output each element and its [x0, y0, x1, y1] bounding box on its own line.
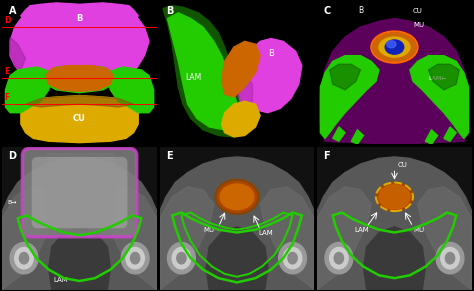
Text: B: B [268, 49, 274, 58]
Polygon shape [103, 187, 157, 290]
Text: LAM: LAM [259, 230, 273, 236]
Ellipse shape [373, 33, 416, 61]
Text: B: B [358, 6, 363, 15]
Polygon shape [329, 64, 361, 90]
Text: LAM: LAM [186, 73, 202, 82]
Ellipse shape [376, 182, 413, 211]
Polygon shape [6, 67, 52, 110]
Text: A: A [9, 6, 16, 16]
Text: LAM: LAM [354, 228, 369, 233]
Ellipse shape [130, 253, 140, 264]
Ellipse shape [334, 253, 344, 264]
Polygon shape [2, 157, 157, 290]
Polygon shape [351, 130, 364, 144]
Polygon shape [21, 95, 138, 143]
Ellipse shape [172, 247, 191, 269]
Ellipse shape [126, 247, 145, 269]
Polygon shape [160, 157, 314, 290]
Ellipse shape [10, 242, 38, 274]
Bar [46, 153, 113, 227]
Ellipse shape [441, 247, 459, 269]
Polygon shape [46, 66, 113, 91]
Ellipse shape [220, 184, 254, 210]
Polygon shape [320, 19, 468, 144]
Polygon shape [49, 227, 110, 290]
Polygon shape [364, 227, 425, 290]
Polygon shape [425, 130, 438, 144]
Text: B: B [76, 14, 83, 23]
Polygon shape [2, 187, 56, 290]
Polygon shape [333, 127, 345, 141]
Polygon shape [221, 41, 260, 97]
Polygon shape [10, 3, 149, 83]
Ellipse shape [121, 242, 149, 274]
FancyBboxPatch shape [22, 148, 137, 237]
Text: E: E [166, 151, 173, 161]
Text: LAM←: LAM← [428, 76, 447, 81]
Text: MU: MU [59, 70, 70, 76]
Text: B→: B→ [7, 200, 17, 205]
Ellipse shape [217, 181, 257, 212]
FancyBboxPatch shape [32, 157, 128, 228]
Text: MU: MU [413, 22, 424, 28]
Text: LAM: LAM [54, 277, 68, 283]
Text: D: D [4, 16, 10, 25]
Text: CU: CU [413, 8, 423, 14]
Text: F: F [323, 151, 330, 161]
Ellipse shape [379, 37, 410, 57]
Polygon shape [428, 64, 459, 90]
Ellipse shape [177, 253, 186, 264]
Ellipse shape [329, 247, 348, 269]
Text: MU: MU [413, 228, 424, 233]
Polygon shape [317, 157, 472, 290]
Ellipse shape [283, 247, 302, 269]
Polygon shape [221, 101, 260, 137]
Ellipse shape [325, 242, 353, 274]
Polygon shape [6, 93, 30, 113]
Text: C: C [323, 6, 331, 16]
Polygon shape [410, 56, 468, 138]
Text: E: E [4, 67, 9, 76]
Polygon shape [260, 187, 314, 290]
Polygon shape [237, 38, 302, 113]
Polygon shape [317, 187, 371, 290]
Ellipse shape [288, 253, 297, 264]
Ellipse shape [167, 242, 195, 274]
Ellipse shape [446, 253, 455, 264]
Polygon shape [320, 19, 468, 144]
Polygon shape [418, 187, 472, 290]
Text: CU: CU [398, 162, 408, 168]
Ellipse shape [15, 247, 33, 269]
Polygon shape [167, 13, 240, 130]
Polygon shape [107, 67, 154, 110]
Polygon shape [320, 56, 379, 138]
Ellipse shape [279, 242, 307, 274]
Polygon shape [10, 37, 26, 70]
Ellipse shape [379, 185, 410, 209]
Polygon shape [237, 73, 253, 107]
Polygon shape [160, 187, 214, 290]
Text: F: F [4, 93, 9, 102]
Ellipse shape [436, 242, 464, 274]
Text: LAM: LAM [91, 68, 105, 74]
Ellipse shape [19, 253, 28, 264]
Text: MU: MU [203, 228, 214, 233]
Ellipse shape [387, 41, 396, 48]
Text: D: D [9, 151, 17, 161]
Polygon shape [206, 227, 268, 290]
Ellipse shape [385, 40, 404, 54]
Text: B: B [166, 6, 173, 16]
Polygon shape [129, 93, 154, 113]
Polygon shape [444, 127, 456, 141]
Text: CU: CU [237, 120, 246, 125]
Polygon shape [26, 95, 134, 107]
Polygon shape [163, 6, 249, 137]
Polygon shape [21, 70, 138, 83]
Text: CU: CU [73, 114, 86, 123]
Polygon shape [46, 66, 113, 93]
Text: MU: MU [242, 58, 254, 68]
